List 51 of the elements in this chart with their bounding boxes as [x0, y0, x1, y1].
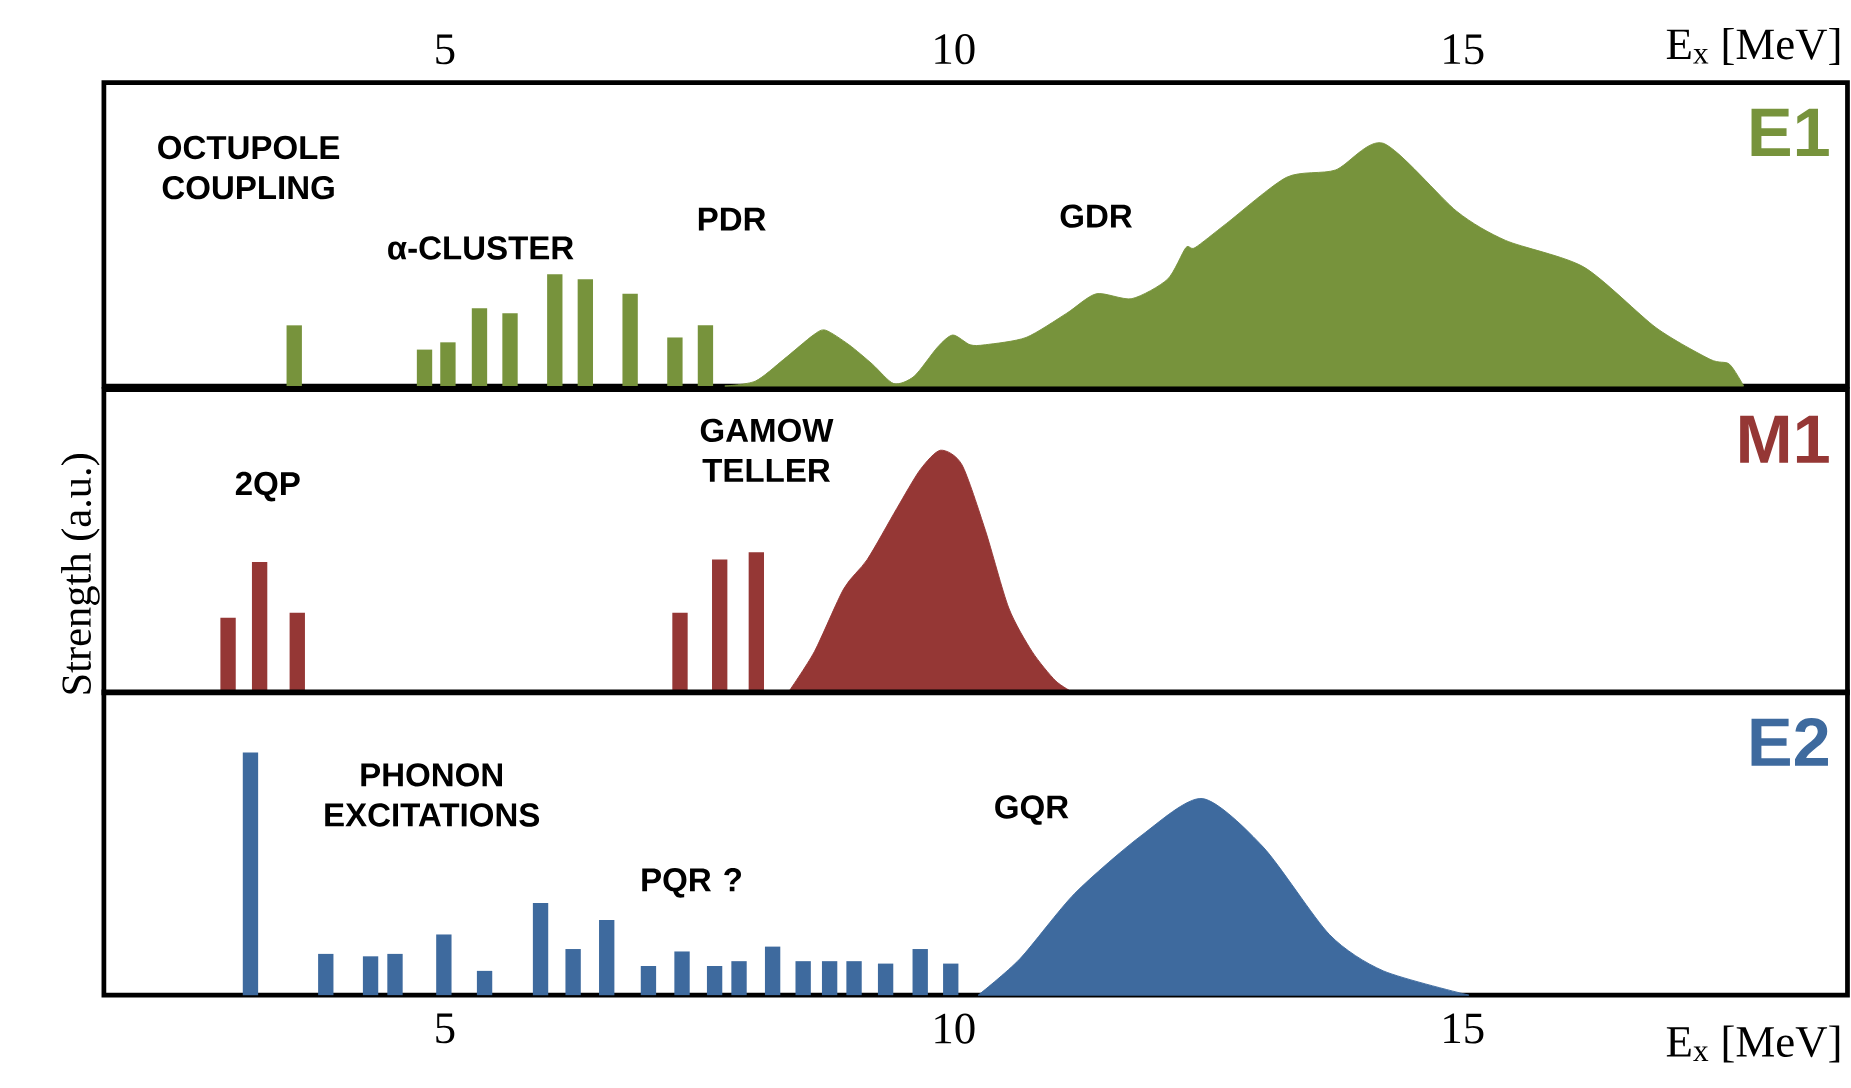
bar — [502, 313, 518, 386]
annotation: PQR ? — [642, 867, 741, 898]
bar — [362, 956, 379, 995]
annotation: OCTUPOLE COUPLING — [158, 135, 340, 200]
bar — [436, 934, 452, 995]
bar — [318, 953, 334, 995]
bar — [731, 960, 747, 995]
bar — [532, 902, 549, 995]
annotation: 2QP — [235, 471, 300, 502]
bar — [577, 279, 594, 386]
bar — [697, 325, 714, 386]
bar — [440, 342, 456, 386]
chart-title: E2 — [1751, 717, 1828, 766]
x-tick-label: 10 — [935, 1013, 975, 1044]
bar — [667, 337, 683, 386]
x-tick-label: 10 — [935, 33, 975, 65]
annotation: GQR — [995, 795, 1069, 825]
bar — [846, 960, 862, 995]
y-axis-title: Strength (a.u.) — [61, 453, 100, 694]
bar — [242, 752, 259, 995]
x-axis-title: E$_{x}$ [MeV] — [1666, 27, 1840, 65]
bar — [795, 960, 811, 995]
bar — [622, 293, 638, 386]
bar — [547, 274, 563, 386]
chart-title: M1 — [1740, 415, 1829, 463]
bar — [565, 948, 581, 995]
annotation: GAMOW TELLER — [700, 418, 834, 482]
annotation: PHONON EXCITATIONS — [325, 762, 540, 827]
bar — [674, 951, 690, 995]
bar — [821, 960, 838, 995]
x-tick-label: 5 — [436, 1013, 455, 1044]
annotation: α-CLUSTER — [388, 236, 574, 260]
x-tick-label: 15 — [1444, 34, 1484, 65]
bar — [286, 325, 302, 386]
bar — [706, 965, 723, 995]
annotation: PDR — [698, 207, 766, 231]
bar — [912, 948, 928, 995]
bar — [640, 965, 657, 995]
chart-title: E1 — [1751, 108, 1829, 156]
x-tick-label: 15 — [1444, 1013, 1484, 1044]
x-axis-title: E$_{x}$ [MeV] — [1666, 1025, 1840, 1063]
bar — [476, 970, 493, 995]
bar — [599, 919, 615, 995]
bar — [943, 963, 959, 995]
bar — [471, 308, 488, 386]
bar — [387, 953, 403, 995]
annotation: GDR — [1060, 204, 1133, 228]
bar — [764, 946, 781, 995]
x-tick-label: 5 — [436, 34, 455, 65]
bar — [877, 963, 894, 995]
bar — [416, 349, 433, 386]
